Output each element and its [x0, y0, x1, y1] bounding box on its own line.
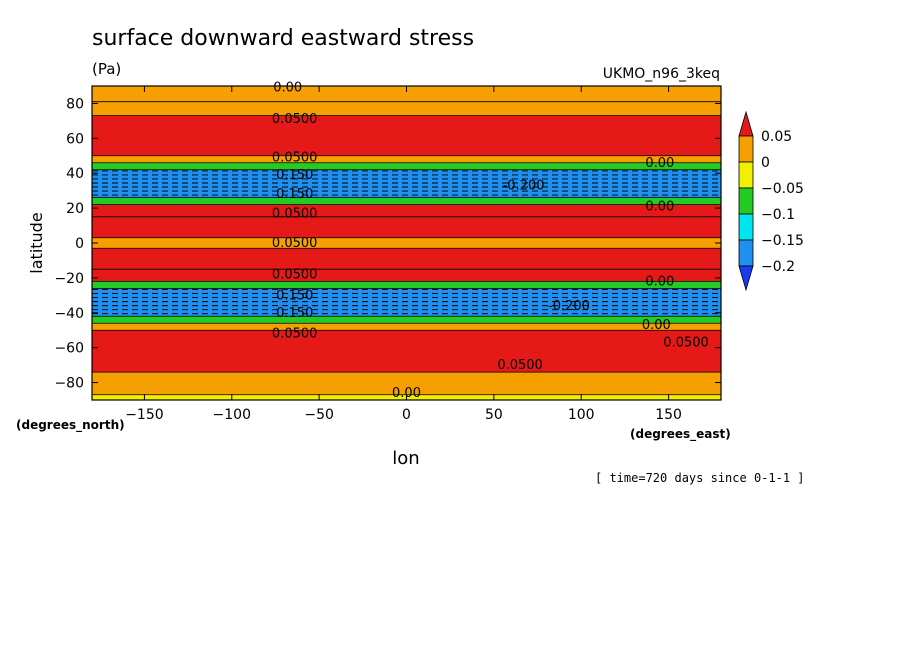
contour-band [92, 86, 721, 102]
colorbar-arrow-top [738, 110, 754, 137]
contour-band [92, 162, 721, 170]
contour-band [92, 115, 721, 156]
y-tick-label: 40 [66, 166, 84, 182]
x-tick-label: 100 [568, 407, 595, 423]
y-tick-label: 80 [66, 96, 84, 112]
y-tick-label: 20 [66, 201, 84, 217]
contour-label: 0.0500 [272, 236, 318, 251]
contour-label: 0.0500 [272, 267, 318, 282]
colorbar-swatch [738, 135, 754, 163]
contour-label: 0.0500 [497, 358, 543, 373]
colorbar-arrow-bottom [738, 265, 754, 292]
time-label: [ time=720 days since 0-1-1 ] [595, 471, 805, 485]
colorbar-swatch [738, 187, 754, 215]
x-tick-label: 150 [655, 407, 682, 423]
contour-label: 0.150 [276, 288, 313, 303]
filled-contours [92, 86, 721, 400]
colorbar-swatch [738, 161, 754, 189]
x-tick-label: −100 [213, 407, 251, 423]
y-axis: −80 −60 −40 −20 0 20 40 60 80 [54, 96, 721, 392]
contour-label: 0.00 [273, 81, 302, 96]
x-tick-label: 0 [402, 407, 411, 423]
contour-band [92, 269, 721, 282]
colorbar-label: 0.05 [761, 129, 792, 145]
colorbar: 0.05 0 −0.05 −0.1 −0.15 −0.2 [738, 110, 804, 292]
colorbar-label: −0.2 [761, 259, 795, 275]
colorbar-swatch [738, 213, 754, 241]
colorbar-label: −0.1 [761, 207, 795, 223]
contour-label: -0.200 [548, 299, 590, 314]
contour-label: 0.00 [645, 199, 674, 214]
contour-band [92, 281, 721, 289]
contour-label: 0.0500 [663, 335, 709, 350]
contour-band [92, 323, 721, 331]
colorbar-label: −0.05 [761, 181, 804, 197]
contour-label: 0.0500 [272, 327, 318, 342]
contour-band [92, 204, 721, 217]
chart-title: surface downward eastward stress [92, 26, 474, 51]
model-label: UKMO_n96_3keq [603, 66, 720, 82]
contour-band [92, 316, 721, 324]
colorbar-label: −0.15 [761, 233, 804, 249]
y-units-label: (degrees_north) [16, 418, 125, 433]
x-tick-label: −150 [125, 407, 163, 423]
contour-label: 0.0500 [272, 112, 318, 127]
contour-label: 0.00 [645, 156, 674, 171]
contour-labels: 0.00 0.0500 0.0500 0.150 0.150 0.0500 0.0500 0.… [272, 81, 709, 401]
contour-band [92, 169, 721, 198]
contour-band [92, 248, 721, 270]
y-axis-label: latitude [27, 212, 46, 273]
x-axis-label: lon [392, 448, 419, 469]
contour-label: 0.150 [276, 168, 313, 183]
contour-band [92, 216, 721, 238]
contour-band [92, 155, 721, 163]
y-tick-label: −60 [54, 341, 84, 357]
x-units-label: (degrees_east) [630, 427, 731, 442]
y-tick-label: −20 [54, 271, 84, 287]
y-tick-label: 60 [66, 131, 84, 147]
contour-band [92, 330, 721, 373]
contour-label: 0.00 [645, 274, 674, 289]
contour-label: 0.00 [392, 386, 421, 401]
contour-label: 0.0500 [272, 206, 318, 221]
contour-label: 0.0500 [272, 151, 318, 166]
colorbar-label: 0 [761, 155, 770, 171]
contour-band [92, 237, 721, 249]
contour-band [92, 372, 721, 395]
minimum-region [456, 298, 567, 311]
contour-band [92, 197, 721, 205]
y-tick-label: 0 [75, 236, 84, 252]
x-tick-label: 50 [485, 407, 503, 423]
contour-band [92, 288, 721, 317]
contour-label: 0.150 [276, 187, 313, 202]
contour-label: 0.00 [642, 318, 671, 333]
y-tick-label: −40 [54, 306, 84, 322]
y-tick-label: −80 [54, 376, 84, 392]
units-label: (Pa) [92, 60, 121, 78]
contour-label: 0.150 [276, 306, 313, 321]
x-tick-label: −50 [304, 407, 334, 423]
contour-band [92, 101, 721, 116]
contour-label: -0.200 [503, 178, 545, 193]
x-axis: −150 −100 −50 0 50 100 150 [125, 86, 682, 423]
colorbar-swatch [738, 239, 754, 267]
